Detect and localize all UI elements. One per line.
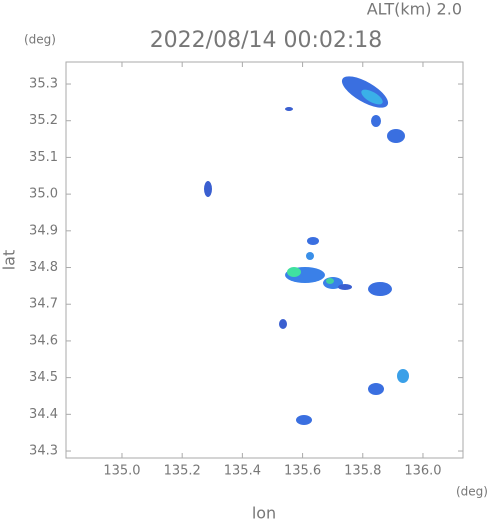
plot-frame [65,61,464,459]
x-tick-label: 135.6 [284,464,321,479]
y-tick-label: 34.5 [29,370,58,385]
altitude-label: ALT(km) 2.0 [367,0,462,19]
x-tick-label: 136.0 [404,464,441,479]
echo [287,267,301,277]
y-unit: (deg) [24,33,56,47]
y-tick-label: 35.2 [29,113,58,128]
y-tick-label: 34.8 [29,260,58,275]
y-tick-label: 34.3 [29,444,58,459]
echo [387,129,405,143]
echo [368,383,384,395]
echo [338,284,352,290]
y-tick-label: 34.9 [29,223,58,238]
y-tick-label: 35.3 [29,77,58,92]
echo [204,181,212,197]
echo [361,89,383,105]
x-unit: (deg) [456,485,488,499]
echo [296,415,312,425]
echo [306,252,314,260]
chart-title: 2022/08/14 00:02:18 [150,28,383,53]
x-tick-label: 135.4 [224,464,261,479]
echo [397,369,409,383]
echo [279,319,287,329]
x-tick-label: 135.8 [344,464,381,479]
echo [371,115,381,127]
echo [285,107,293,111]
x-axis-label: lon [252,504,276,521]
x-tick-label: 135.2 [164,464,201,479]
y-tick-label: 34.6 [29,333,58,348]
echo [368,282,392,296]
echo [326,278,334,284]
y-tick-label: 35.0 [29,187,58,202]
echoes [204,76,409,425]
echo [307,237,319,245]
y-tick-label: 34.7 [29,297,58,312]
x-tick-label: 135.0 [103,464,140,479]
y-axis-label: lat [0,250,19,271]
y-tick-label: 34.4 [29,407,58,422]
y-tick-label: 35.1 [29,150,58,165]
